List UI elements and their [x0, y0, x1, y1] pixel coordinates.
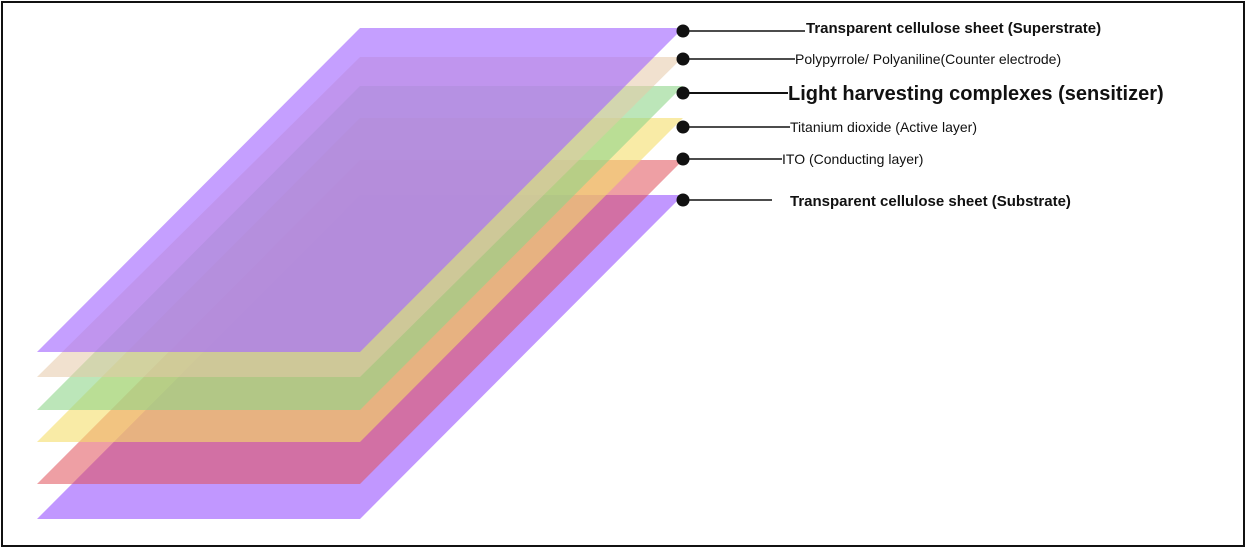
layer-label-counter-electrode: Polypyrrole/ Polyaniline(Counter electro…	[795, 51, 1061, 67]
sheet-superstrate	[37, 28, 683, 352]
leader-dot-sensitizer	[676, 86, 690, 100]
layer-label-active-layer: Titanium dioxide (Active layer)	[790, 119, 977, 135]
leader-dot-counter-electrode	[676, 52, 690, 66]
layer-label-superstrate: Transparent cellulose sheet (Superstrate…	[806, 20, 1101, 37]
leader-dot-active-layer	[676, 120, 690, 134]
layer-label-conducting-layer: ITO (Conducting layer)	[782, 151, 923, 167]
leader-line-group	[676, 24, 805, 207]
sheet-group	[37, 28, 683, 519]
layer-label-sensitizer: Light harvesting complexes (sensitizer)	[788, 83, 1164, 105]
leader-dot-conducting-layer	[676, 152, 690, 166]
leader-dot-substrate	[676, 193, 690, 207]
leader-dot-superstrate	[676, 24, 690, 38]
layer-label-substrate: Transparent cellulose sheet (Substrate)	[790, 193, 1071, 210]
label-group: Transparent cellulose sheet (Superstrate…	[782, 20, 1164, 210]
